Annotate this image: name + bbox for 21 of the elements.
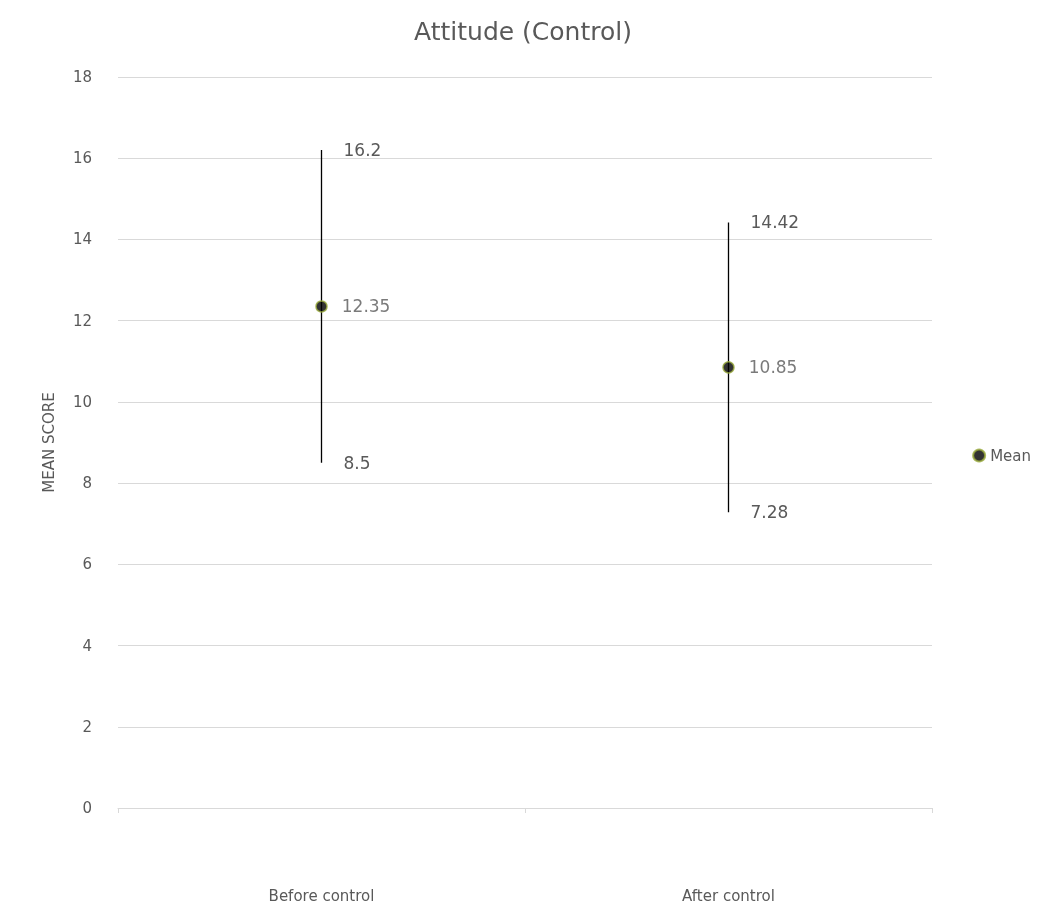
y-tick-label: 10	[72, 392, 92, 411]
y-tick-label: 8	[82, 474, 92, 493]
data-label: 10.85	[748, 357, 798, 378]
y-tick-label: 18	[72, 68, 92, 86]
annotation: 14.42	[750, 212, 800, 233]
y-tick-label: 4	[82, 636, 92, 655]
y-tick-label: 12	[72, 311, 92, 330]
annotation: 8.5	[343, 452, 371, 473]
y-tick-label: 14	[72, 230, 92, 249]
y-tick-label: 2	[82, 717, 92, 736]
x-tick-label: Before control	[268, 886, 375, 905]
legend-label: Mean	[990, 446, 1032, 465]
chart-title: Attitude (Control)	[414, 17, 632, 46]
y-axis-title: MEAN SCORE	[39, 392, 58, 493]
y-tick-label: 16	[72, 149, 92, 168]
annotation: 7.28	[750, 502, 789, 523]
y-tick-label: 6	[82, 555, 92, 574]
data-label: 12.35	[341, 296, 391, 317]
y-tick-label: 0	[82, 799, 92, 817]
annotation: 16.2	[343, 140, 382, 161]
x-tick-label: After control	[682, 886, 775, 905]
